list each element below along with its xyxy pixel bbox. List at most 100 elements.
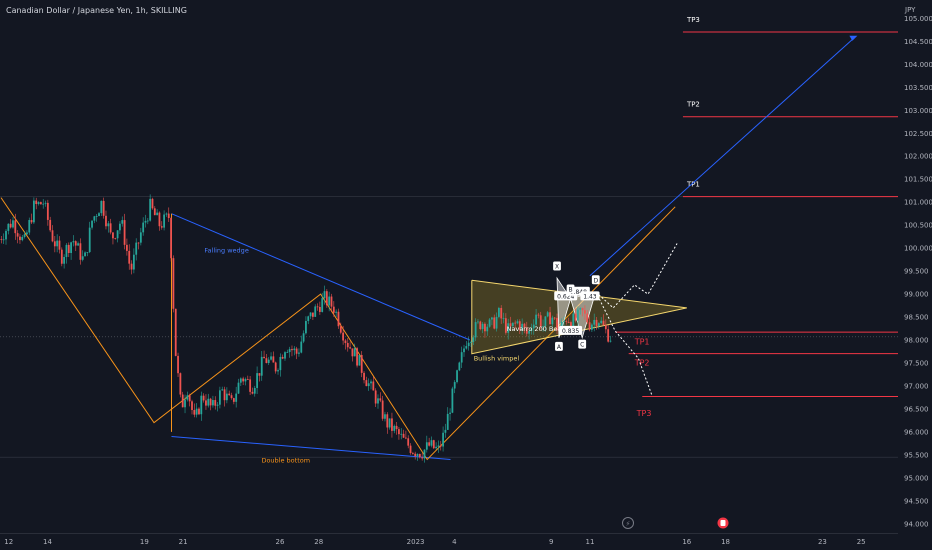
candle-body [60,249,63,264]
time-tick-label: 23 [818,538,827,546]
candle [239,377,242,386]
candle [435,442,438,450]
candle [388,418,391,430]
candle-body [28,220,31,233]
candle-body [284,352,286,359]
harmonic-point-c-text: C [580,342,584,349]
candle [488,317,491,328]
candle [288,346,291,358]
svg-text:⚡: ⚡ [626,520,631,528]
candle [16,230,19,244]
candle [149,194,152,222]
candle [137,242,140,250]
candle [44,200,47,207]
candle-body [95,216,98,217]
candle-body [314,306,317,317]
harmonic-point-b: B [566,284,575,294]
candle-body [246,379,249,380]
candle-body [318,306,321,312]
candle-body [146,220,149,222]
candle-body [453,382,456,389]
candle-body [239,378,242,383]
candle [95,214,98,222]
candle-body [232,398,235,402]
candle [446,407,449,430]
candle [160,221,163,230]
candle-body [202,395,205,401]
candle-body [151,198,154,209]
candle-body [102,200,105,216]
candle-body [288,349,291,353]
candle [232,397,235,405]
candle [339,322,342,335]
candle [481,321,484,334]
price-tick-label: 104.000 [904,61,932,69]
candle-body [339,326,342,333]
earnings-icon[interactable] [717,517,729,529]
candle-body [379,398,382,401]
harmonic-point-b-text: B [569,286,573,293]
candle-body [514,322,517,324]
candle [237,378,240,394]
candle [351,348,354,362]
candle-body [574,313,577,321]
candle [567,317,570,324]
candle-body [411,453,414,454]
candle-body [388,418,391,428]
time-axis[interactable]: 12 14 19 21 26 28 2023 4 9 11 16 18 23 25 [0,533,932,550]
candle-body [230,395,233,399]
candle [449,408,451,421]
alert-icon[interactable]: ⚡ [622,517,634,529]
candle-body [523,323,526,328]
candle [491,316,493,326]
candle [179,372,182,398]
price-axis[interactable]: 105.000 104.500 104.000 103.500 103.000 102.5… [898,0,932,550]
candle-body [109,223,112,233]
candle-body [581,308,584,311]
candle-body [593,319,596,325]
candle-body [184,399,186,408]
candle [37,201,40,206]
navarro-text: Navarro 200 Bearish [507,325,574,333]
candle [521,318,524,335]
candle-body [500,307,503,319]
candle-body [425,442,428,450]
harmonic-point-d-bg [591,275,600,285]
candle [309,312,312,320]
candle-body [165,213,168,215]
harmonic-point-d-text: D [593,277,598,284]
candle [553,316,556,321]
candle [65,243,68,264]
harmonic-point-x-bg [553,261,561,271]
candle-body [0,239,3,240]
candle [184,394,186,414]
candle-body [356,348,358,366]
candle-body [370,381,372,384]
candle [416,453,419,461]
candle-body [479,321,482,330]
time-tick-label: 19 [140,538,149,546]
price-tick-label: 102.500 [904,130,932,138]
candle-body [149,198,152,221]
candle-body [170,218,172,259]
candle [318,301,321,315]
candle [335,309,338,318]
candle [256,366,258,395]
candle-body [265,358,268,363]
candle [321,292,324,313]
candle [153,206,156,216]
candle [7,223,10,235]
candle-body [474,322,477,338]
candle [572,310,575,329]
time-tick-label: 14 [43,538,52,546]
candle-body [137,242,140,244]
target-label: TP2 [686,101,700,109]
candle [307,315,310,325]
candle [542,319,544,332]
wedge-lower-line [171,436,451,460]
candle [116,230,119,243]
candle-body [167,213,170,219]
candle [265,353,268,364]
price-tick-label: 101.500 [904,176,932,184]
